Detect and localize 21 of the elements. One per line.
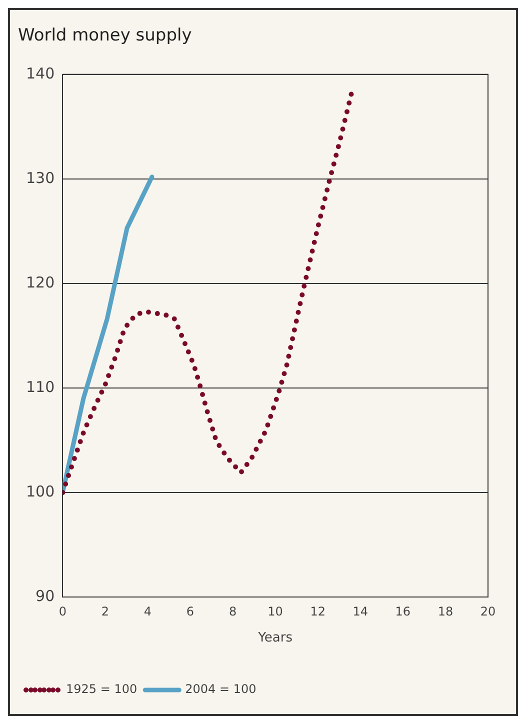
x-tick-label: 0 bbox=[58, 604, 66, 618]
x-tick-label: 18 bbox=[438, 604, 454, 618]
legend-label: 2004 = 100 bbox=[185, 682, 256, 696]
y-tick-label: 90 bbox=[36, 586, 55, 605]
legend-label: 1925 = 100 bbox=[66, 682, 138, 696]
y-tick-label: 100 bbox=[26, 482, 55, 500]
y-tick-label: 140 bbox=[26, 64, 55, 82]
chart-title: World money supply bbox=[18, 26, 192, 46]
x-tick-label: 8 bbox=[228, 604, 237, 618]
y-tick-label: 120 bbox=[26, 273, 55, 292]
x-tick-label: 2 bbox=[101, 604, 109, 618]
x-tick-label: 12 bbox=[310, 604, 326, 618]
x-tick-label: 20 bbox=[480, 604, 496, 618]
x-tick-label: 14 bbox=[352, 604, 368, 618]
x-tick-label: 4 bbox=[144, 604, 152, 618]
x-tick-label: 16 bbox=[395, 604, 411, 618]
y-tick-label: 130 bbox=[26, 168, 55, 187]
x-axis-title: Years bbox=[257, 630, 293, 646]
x-tick-label: 6 bbox=[186, 604, 194, 618]
x-tick-label: 10 bbox=[268, 604, 283, 618]
y-tick-label: 110 bbox=[26, 378, 55, 396]
